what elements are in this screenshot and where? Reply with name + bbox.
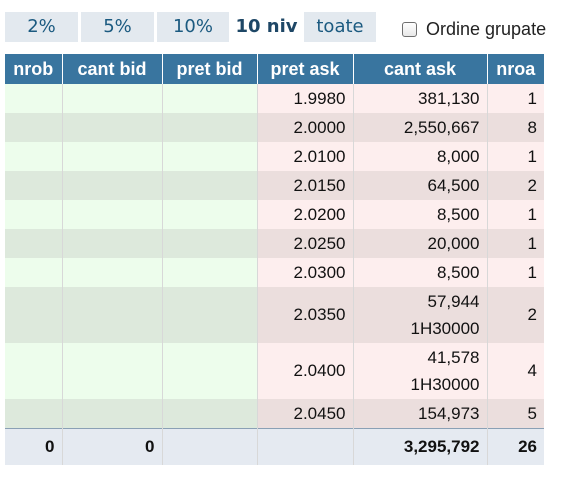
- cell-nroa: 1: [486, 258, 544, 287]
- total-nrob: 0: [5, 428, 62, 465]
- cell-cant-bid: [61, 343, 162, 399]
- total-pret-bid: [161, 428, 257, 465]
- cell-pret-bid: [161, 399, 257, 429]
- cell-pret-ask: 2.0400: [256, 343, 353, 399]
- cell-nroa: 8: [486, 113, 544, 142]
- cell-cant-ask: 57,944 1H30000: [352, 287, 487, 343]
- cell-cant-ask: 381,130: [352, 84, 487, 113]
- cell-pret-bid: [161, 84, 257, 113]
- cell-pret-ask: 2.0350: [256, 287, 353, 343]
- cant-ask-value: 57,944: [427, 292, 480, 311]
- tab-10-levels[interactable]: 10 niv: [230, 12, 303, 42]
- cell-cant-bid: [61, 399, 162, 429]
- cell-cant-bid: [61, 84, 162, 113]
- col-header-pret-bid: pret bid: [161, 54, 257, 84]
- cell-cant-bid: [61, 287, 162, 343]
- order-book-table: nrob cant bid pret bid pret ask cant ask…: [5, 54, 544, 465]
- table-row: 1.9980 381,130 1: [5, 84, 544, 113]
- cell-pret-bid: [161, 229, 257, 258]
- table-row: 2.0000 2,550,667 8: [5, 113, 544, 142]
- cell-nroa: 4: [486, 343, 544, 399]
- col-header-nroa: nroa: [486, 54, 544, 84]
- cell-nrob: [5, 142, 62, 171]
- cell-cant-ask: 20,000: [352, 229, 487, 258]
- cell-nroa: 1: [486, 84, 544, 113]
- cell-pret-bid: [161, 343, 257, 399]
- tab-all[interactable]: toate: [304, 12, 376, 42]
- table-row: 2.0200 8,500 1: [5, 200, 544, 229]
- table-row: 2.0150 64,500 2: [5, 171, 544, 200]
- col-header-pret-ask: pret ask: [256, 54, 353, 84]
- cell-pret-bid: [161, 258, 257, 287]
- cant-ask-hidden-qty: 1H30000: [410, 319, 480, 338]
- total-cant-ask: 3,295,792: [352, 428, 487, 465]
- cell-nrob: [5, 287, 62, 343]
- table-row: 2.0350 57,944 1H30000 2: [5, 287, 544, 343]
- cell-cant-ask: 2,550,667: [352, 113, 487, 142]
- header-row: nrob cant bid pret bid pret ask cant ask…: [5, 54, 544, 84]
- cell-cant-ask: 154,973: [352, 399, 487, 429]
- cell-cant-bid: [61, 142, 162, 171]
- cell-cant-bid: [61, 258, 162, 287]
- col-header-nrob: nrob: [5, 54, 62, 84]
- cell-pret-bid: [161, 287, 257, 343]
- cell-cant-ask: 8,500: [352, 200, 487, 229]
- cell-pret-bid: [161, 113, 257, 142]
- table-row: 2.0100 8,000 1: [5, 142, 544, 171]
- cell-pret-ask: 2.0450: [256, 399, 353, 429]
- group-orders-checkbox[interactable]: [402, 21, 417, 37]
- cell-cant-ask: 8,000: [352, 142, 487, 171]
- table-row: 2.0300 8,500 1: [5, 258, 544, 287]
- cell-cant-bid: [61, 171, 162, 200]
- cell-pret-bid: [161, 142, 257, 171]
- cell-pret-bid: [161, 200, 257, 229]
- cell-pret-ask: 1.9980: [256, 84, 353, 113]
- cell-nrob: [5, 399, 62, 429]
- col-header-cant-ask: cant ask: [352, 54, 487, 84]
- cell-pret-ask: 2.0100: [256, 142, 353, 171]
- cant-ask-hidden-qty: 1H30000: [410, 375, 480, 394]
- total-cant-bid: 0: [61, 428, 162, 465]
- group-orders-label: Ordine grupate: [426, 18, 547, 39]
- cell-cant-ask: 64,500: [352, 171, 487, 200]
- table-row: 2.0450 154,973 5: [5, 399, 544, 429]
- totals-row: 0 0 3,295,792 26: [5, 428, 544, 465]
- cell-nroa: 5: [486, 399, 544, 429]
- cell-pret-ask: 2.0000: [256, 113, 353, 142]
- cell-cant-bid: [61, 229, 162, 258]
- cell-cant-ask: 41,578 1H30000: [352, 343, 487, 399]
- cell-nrob: [5, 171, 62, 200]
- table-row: 2.0250 20,000 1: [5, 229, 544, 258]
- tab-5-percent[interactable]: 5%: [81, 12, 154, 42]
- cell-nrob: [5, 343, 62, 399]
- cell-nrob: [5, 258, 62, 287]
- cell-nrob: [5, 113, 62, 142]
- total-nroa: 26: [486, 428, 544, 465]
- cell-nrob: [5, 200, 62, 229]
- cant-ask-value: 41,578: [427, 348, 480, 367]
- cell-cant-bid: [61, 113, 162, 142]
- cell-nroa: 1: [486, 200, 544, 229]
- cell-pret-ask: 2.0150: [256, 171, 353, 200]
- cell-pret-ask: 2.0200: [256, 200, 353, 229]
- cell-pret-ask: 2.0300: [256, 258, 353, 287]
- tab-2-percent[interactable]: 2%: [5, 12, 78, 42]
- table-row: 2.0400 41,578 1H30000 4: [5, 343, 544, 399]
- tab-10-percent[interactable]: 10%: [157, 12, 229, 42]
- total-pret-ask: [256, 428, 353, 465]
- cell-cant-ask: 8,500: [352, 258, 487, 287]
- cell-nrob: [5, 84, 62, 113]
- cell-nroa: 1: [486, 229, 544, 258]
- cell-nrob: [5, 229, 62, 258]
- cell-cant-bid: [61, 200, 162, 229]
- col-header-cant-bid: cant bid: [61, 54, 162, 84]
- cell-nroa: 1: [486, 142, 544, 171]
- group-orders-option: Ordine grupate: [402, 16, 546, 42]
- cell-nroa: 2: [486, 287, 544, 343]
- cell-nroa: 2: [486, 171, 544, 200]
- cell-pret-ask: 2.0250: [256, 229, 353, 258]
- cell-pret-bid: [161, 171, 257, 200]
